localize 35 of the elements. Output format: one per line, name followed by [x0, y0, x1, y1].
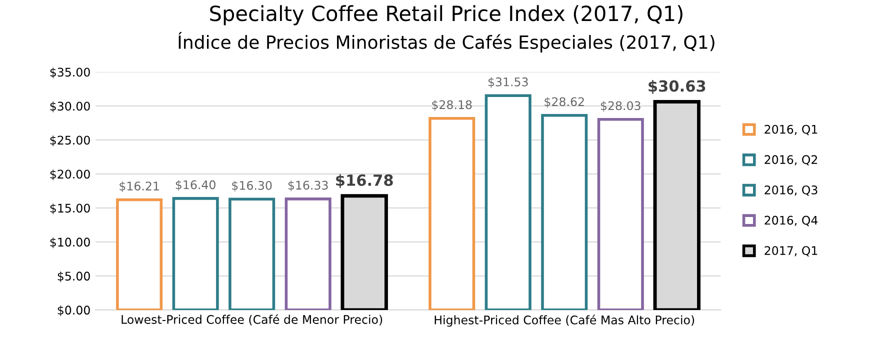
legend-label: 2016, Q1: [764, 124, 818, 136]
y-tick-label: $5.00: [58, 271, 90, 282]
data-label: $31.53: [488, 77, 528, 88]
legend-label: 2016, Q3: [764, 185, 818, 196]
bar: [597, 118, 644, 310]
x-tick-label: Highest-Priced Coffee (Café Mas Alto Precio): [434, 314, 694, 327]
bar: [116, 198, 163, 310]
y-tick-label: $10.00: [50, 237, 90, 248]
legend-label: 2017, Q1: [764, 246, 818, 256]
y-tick-label: $25.00: [50, 135, 90, 146]
data-label: $28.18: [432, 100, 472, 111]
y-tick-label: $30.00: [50, 102, 90, 112]
legend-label: 2016, Q4: [764, 216, 818, 226]
data-label: $28.62: [544, 97, 584, 108]
data-label: $28.03: [600, 101, 640, 112]
y-tick-label: $35.00: [50, 68, 90, 78]
bar: [484, 94, 532, 310]
data-label: $30.63: [648, 80, 706, 94]
bar: [284, 198, 332, 310]
bar: [172, 197, 219, 310]
chart-title: Specialty Coffee Retail Price Index (2017, Q1): [210, 5, 682, 26]
data-label: $16.40: [176, 180, 216, 191]
data-label: $16.33: [288, 180, 328, 192]
y-tick-label: $15.00: [50, 203, 90, 214]
bar: [428, 116, 476, 310]
x-tick-label: Lowest-Priced Coffee (Café de Menor Precio): [122, 314, 382, 326]
data-label: $16.21: [120, 181, 159, 192]
chart-subtitle: Índice de Precios Minoristas de Cafés Especiales (2017, Q1): [178, 32, 714, 52]
data-label: $16.30: [232, 180, 272, 192]
data-label: $16.78: [336, 174, 393, 188]
bar: [228, 198, 276, 310]
legend-label: 2016, Q2: [764, 155, 818, 166]
y-tick-label: $0.00: [58, 305, 90, 316]
bar: [541, 114, 588, 310]
y-tick-label: $20.00: [50, 169, 90, 180]
